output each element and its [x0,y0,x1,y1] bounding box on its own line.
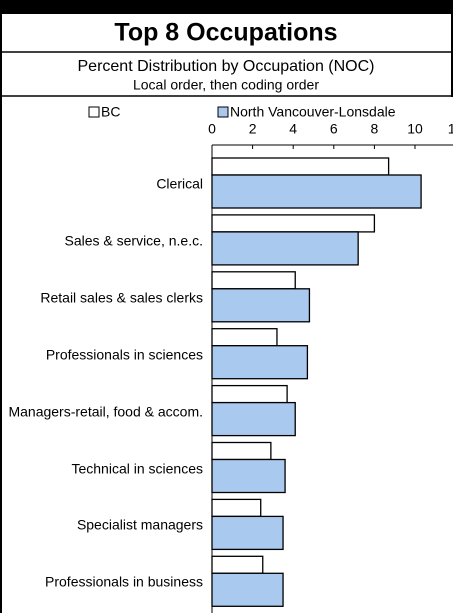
y-tick-label: Clerical [156,175,203,192]
bar [211,401,296,437]
bar [211,572,284,607]
legend-swatch [88,106,100,118]
bar [211,498,262,518]
bar [211,384,288,404]
bar [211,458,286,494]
top-band [0,0,453,14]
bar [211,157,390,176]
y-tick-label: Specialist managers [76,516,203,533]
bar [211,174,422,209]
legend-label: North Vancouver-Lonsdale [230,104,396,120]
x-tick-label: 4 [289,121,297,137]
x-tick-label: 2 [249,121,257,137]
y-tick-label: Technical in sciences [71,460,203,476]
bar [211,515,284,551]
chart-subtitle: Percent Distribution by Occupation (NOC) [78,58,375,75]
x-tick-label: 10 [407,121,423,137]
x-tick-label: 8 [371,121,379,137]
x-tick-label: 0 [208,121,216,137]
bar [211,555,264,574]
bar [211,231,359,266]
bar [211,271,296,290]
bar [211,345,309,380]
x-tick-label: 12 [448,121,453,137]
legend-label: BC [101,104,120,120]
y-tick-label: Retail sales & sales clerks [40,289,203,306]
bar [211,441,272,461]
bar [211,328,278,347]
bar [211,288,311,323]
bar [211,214,376,233]
chart-note: Local order, then coding order [133,77,319,93]
y-tick-label: Professionals in business [45,573,203,590]
y-tick-label: Professionals in sciences [45,346,203,363]
legend-swatch [217,106,229,118]
y-tick-label: Sales & service, n.e.c. [64,232,203,249]
x-tick-label: 6 [330,121,338,137]
y-tick-label: Managers-retail, food & accom. [8,403,203,420]
chart-title: Top 8 Occupations [114,19,337,47]
